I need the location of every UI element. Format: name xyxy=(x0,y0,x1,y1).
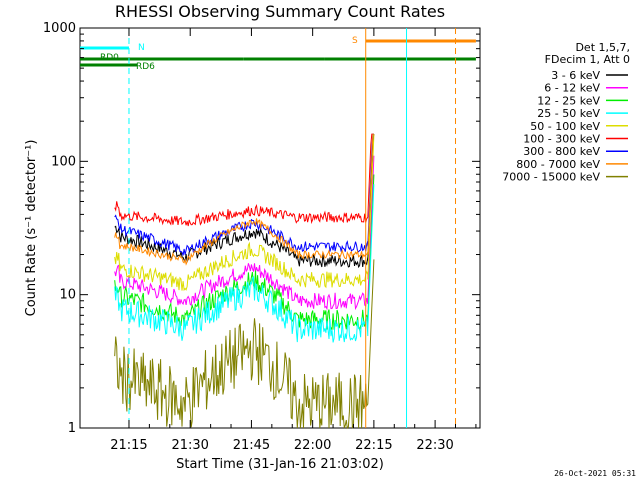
x-tick-label: 21:30 xyxy=(171,438,208,453)
vertical-markers xyxy=(128,28,457,428)
x-tick-label: 22:15 xyxy=(355,438,392,453)
series-line xyxy=(114,134,375,292)
flag-label-s: S xyxy=(352,36,358,46)
legend-entry: 25 - 50 keV xyxy=(537,107,600,120)
x-tick-label: 21:45 xyxy=(233,438,270,453)
series-line xyxy=(114,259,375,430)
legend-entry: 800 - 7000 keV xyxy=(516,158,600,171)
plot-frame xyxy=(79,27,481,429)
series-line xyxy=(114,133,374,227)
flag-label-rd6: RD6 xyxy=(136,62,155,72)
legend-entry: 3 - 6 keV xyxy=(551,69,600,82)
series-line xyxy=(114,134,375,269)
y-axis: 1 10 100 1000 xyxy=(43,21,480,436)
legend-entry: 6 - 12 keV xyxy=(544,82,600,95)
legend-entry: 7000 - 15000 keV xyxy=(502,171,600,184)
legend-entry: 12 - 25 keV xyxy=(537,94,600,107)
legend-header: Det 1,5,7, xyxy=(575,41,630,54)
footer-timestamp: 26-Oct-2021 05:31 xyxy=(554,469,636,478)
legend-entry: 100 - 300 keV xyxy=(523,133,600,146)
series-line xyxy=(114,133,374,266)
y-axis-label: Count Rate (s⁻¹ detector⁻¹) xyxy=(24,140,39,317)
legend-header: FDecim 1, Att 0 xyxy=(545,53,630,66)
y-tick-label: 1000 xyxy=(43,21,76,36)
x-tick-label: 21:15 xyxy=(110,438,147,453)
x-tick-label: 22:00 xyxy=(294,438,331,453)
series-lines xyxy=(114,133,375,430)
legend-entry: 50 - 100 keV xyxy=(530,120,600,133)
chart-title: RHESSI Observing Summary Count Rates xyxy=(115,2,445,21)
series-line xyxy=(114,155,375,311)
flag-label-n: N xyxy=(138,43,145,53)
x-axis-label: Start Time (31-Jan-16 21:03:02) xyxy=(176,457,384,472)
x-tick-label: 22:30 xyxy=(416,438,453,453)
y-tick-label: 10 xyxy=(59,288,76,303)
y-tick-label: 1 xyxy=(68,421,76,436)
flag-label-rd0: RD0 xyxy=(100,53,119,63)
y-tick-label: 100 xyxy=(51,154,76,169)
flag-bars: RD0 RD6 N S xyxy=(80,36,476,72)
x-axis: 21:15 21:30 21:45 22:00 22:15 22:30 xyxy=(110,28,477,453)
legend-entry: 300 - 800 keV xyxy=(523,145,600,158)
series-line xyxy=(114,184,375,343)
series-line xyxy=(114,174,375,332)
